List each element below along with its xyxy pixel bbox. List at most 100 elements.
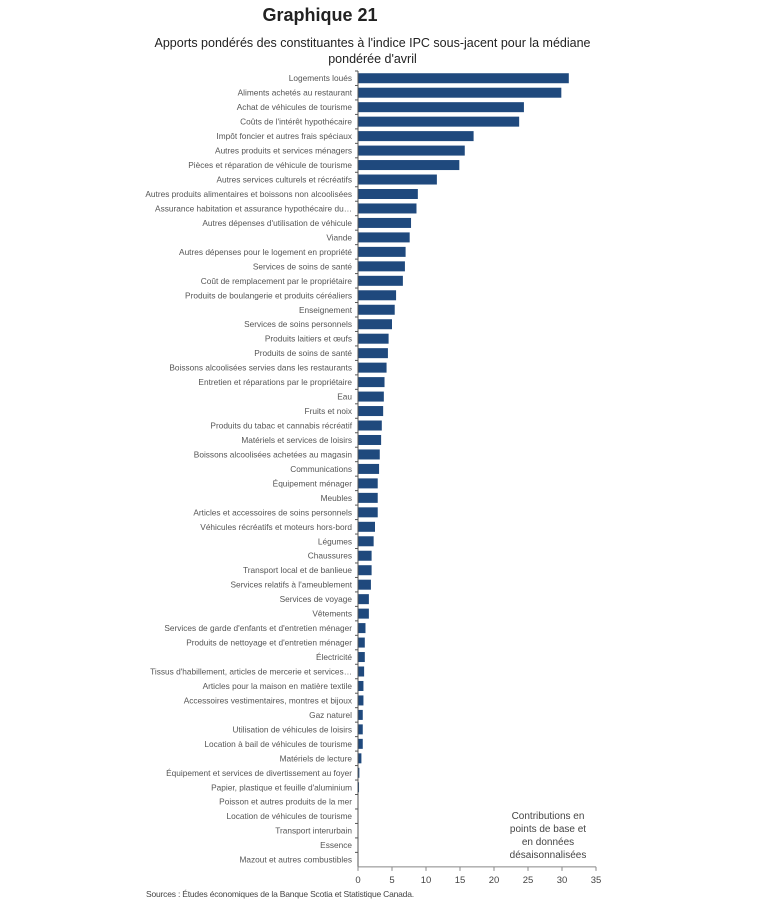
bar xyxy=(358,507,378,518)
category-label: Entretien et réparations par le propriét… xyxy=(198,377,352,387)
category-label: Location de véhicules de tourisme xyxy=(227,811,353,821)
bar xyxy=(358,73,569,84)
x-tick-label: 10 xyxy=(421,875,432,886)
bar xyxy=(358,753,362,764)
bar xyxy=(358,145,465,156)
category-label: Services relatifs à l'ameublement xyxy=(231,580,353,590)
category-label: Utilisation de véhicules de loisirs xyxy=(233,724,352,734)
category-label: Essence xyxy=(320,840,352,850)
bar xyxy=(358,652,365,663)
category-label: Meubles xyxy=(321,493,352,503)
bar xyxy=(358,131,474,142)
category-label: Équipement ménager xyxy=(273,478,353,488)
x-tick-label: 30 xyxy=(557,875,568,886)
bar xyxy=(358,261,405,272)
x-tick-label: 25 xyxy=(523,875,534,886)
bar xyxy=(358,594,369,605)
category-label: Articles pour la maison en matière texti… xyxy=(203,681,353,691)
bar xyxy=(358,232,410,243)
category-label: Enseignement xyxy=(299,305,353,315)
bar xyxy=(358,492,378,503)
category-label: Gaz naturel xyxy=(309,710,352,720)
category-label: Équipement et services de divertissement… xyxy=(166,768,352,778)
bar xyxy=(358,348,388,359)
bar xyxy=(358,87,562,98)
x-tick-label: 20 xyxy=(489,875,500,886)
category-label: Assurance habitation et assurance hypoth… xyxy=(155,203,352,213)
x-tick-label: 5 xyxy=(389,875,394,886)
bar xyxy=(358,203,417,214)
category-label: Communications xyxy=(290,464,352,474)
category-label: Accessoires vestimentaires, montres et b… xyxy=(184,695,353,705)
category-label: Vêtements xyxy=(312,609,352,619)
bar xyxy=(358,579,371,590)
category-label: Autres dépenses d'utilisation de véhicul… xyxy=(202,218,352,228)
category-label: Autres dépenses pour le logement en prop… xyxy=(179,247,352,257)
category-label: Légumes xyxy=(318,536,352,546)
bar xyxy=(358,420,382,431)
category-label: Transport local et de banlieue xyxy=(243,565,352,575)
category-label: Coût de remplacement par le propriétaire xyxy=(201,276,353,286)
category-label: Matériels de lecture xyxy=(280,753,353,763)
bar xyxy=(358,188,418,199)
x-tick-label: 35 xyxy=(591,875,602,886)
category-label: Produits laitiers et œufs xyxy=(265,334,352,344)
category-label: Logements loués xyxy=(289,73,352,83)
category-label: Chaussures xyxy=(308,551,352,561)
category-label: Produits de soins de santé xyxy=(254,348,352,358)
chart-annotation: Contributions en points de base et en do… xyxy=(509,811,587,861)
category-label: Services de soins de santé xyxy=(253,261,353,271)
chart-title: Graphique 21 xyxy=(262,5,378,25)
category-label: Services de soins personnels xyxy=(244,319,352,329)
category-label: Matériels et services de loisirs xyxy=(241,435,352,445)
x-tick-label: 15 xyxy=(455,875,466,886)
category-label: Viande xyxy=(326,232,352,242)
category-label: Électricité xyxy=(316,652,352,662)
bar xyxy=(358,463,380,474)
bar xyxy=(358,333,389,344)
bar xyxy=(358,695,364,706)
category-label: Articles et accessoires de soins personn… xyxy=(193,507,352,517)
bar xyxy=(358,478,378,489)
bar xyxy=(358,521,375,532)
category-label: Produits du tabac et cannabis récréatif xyxy=(210,421,352,431)
bar xyxy=(358,174,437,185)
category-label: Boissons alcoolisées achetées au magasin xyxy=(194,449,353,459)
category-label: Pièces et réparation de véhicule de tour… xyxy=(188,160,352,170)
category-label: Tissus d'habillement, articles de mercer… xyxy=(150,667,352,677)
bar xyxy=(358,623,366,634)
bar xyxy=(358,319,392,330)
category-label: Eau xyxy=(337,392,352,402)
category-label: Coûts de l'intérêt hypothécaire xyxy=(240,117,352,127)
category-label: Mazout et autres combustibles xyxy=(239,855,352,865)
bar xyxy=(358,434,382,445)
bar xyxy=(358,102,524,113)
category-label: Autres produits et services ménagers xyxy=(215,146,352,156)
source-note: Sources : Études économiques de la Banqu… xyxy=(146,889,414,899)
bar xyxy=(358,767,360,778)
bar xyxy=(358,362,387,373)
category-label: Services de voyage xyxy=(280,594,353,604)
bar xyxy=(358,608,369,619)
bar xyxy=(358,116,520,127)
category-label: Autres services culturels et récréatifs xyxy=(216,175,352,185)
category-label: Aliments achetés au restaurant xyxy=(238,88,353,98)
category-label: Poisson et autres produits de la mer xyxy=(219,797,352,807)
category-label: Véhicules récréatifs et moteurs hors-bor… xyxy=(200,522,352,532)
bar xyxy=(358,738,363,749)
bar xyxy=(358,680,364,691)
category-label: Achat de véhicules de tourisme xyxy=(237,102,353,112)
category-label: Boissons alcoolisées servies dans les re… xyxy=(169,363,352,373)
category-label: Impôt foncier et autres frais spéciaux xyxy=(216,131,352,141)
category-label: Produits de nettoyage et d'entretien mén… xyxy=(186,638,352,648)
bar xyxy=(358,406,384,417)
bar xyxy=(358,550,372,561)
bar xyxy=(358,565,372,576)
bar xyxy=(358,304,395,315)
bar xyxy=(358,666,365,677)
bar xyxy=(358,724,363,735)
bar xyxy=(358,449,380,460)
bar xyxy=(358,160,460,171)
category-label: Location à bail de véhicules de tourisme xyxy=(204,739,352,749)
bar xyxy=(358,782,360,793)
